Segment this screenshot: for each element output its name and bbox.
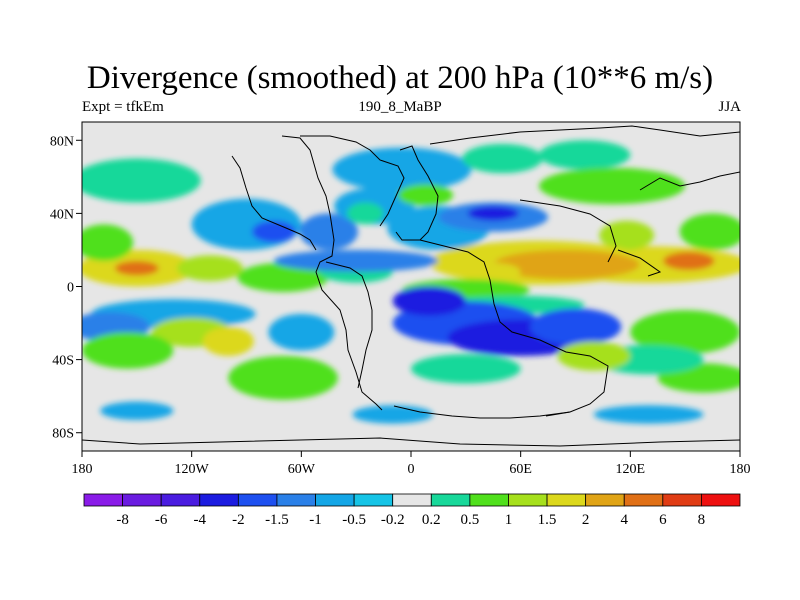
divergence-blob-48 (593, 405, 704, 424)
divergence-blob-11 (493, 249, 640, 280)
colorbar-level-label: 4 (620, 512, 628, 528)
divergence-blob-39 (268, 313, 335, 351)
x-tick-label: 120W (175, 462, 210, 477)
colorbar-swatch (160, 493, 201, 507)
colorbar-labels: -8 -6 -4 -2 -1.5 -1 -0.5 -0.2 0.2 0.5 1 1.5 2 4 6 8 (116, 512, 705, 528)
colorbar-level-label: -8 (116, 512, 129, 528)
experiment-label: Expt = tfkEm (82, 99, 164, 115)
colorbar-level-label: -2 (232, 512, 245, 528)
divergence-blob-25 (462, 143, 543, 174)
colorbar-swatch (199, 493, 239, 507)
colorbar-level-label: -0.2 (381, 512, 405, 528)
map-area (81, 121, 741, 452)
colorbar-swatch (430, 493, 471, 507)
colorbar-swatch (546, 493, 587, 507)
divergence-blob-33 (529, 308, 622, 345)
x-tick-label: 60W (288, 462, 316, 477)
divergence-blob-24 (398, 184, 454, 207)
colorbar-level-label: 0.5 (461, 512, 480, 528)
divergence-blob-1 (663, 251, 715, 271)
coastline-africa-europe (395, 145, 609, 417)
x-tick-label: 180 (72, 462, 93, 477)
divergence-blob-8 (237, 262, 329, 292)
divergence-blob-7 (82, 224, 134, 261)
colorbar-swatch (353, 493, 394, 507)
divergence-blob-5 (114, 260, 159, 276)
run-label: 190_8_MaBP (358, 99, 442, 115)
colorbar-level-label: 1.5 (538, 512, 557, 528)
divergence-blob-3 (679, 213, 740, 250)
divergence-blob-12 (465, 262, 521, 282)
x-tick-label: 180 (730, 462, 751, 477)
colorbar-swatch (315, 493, 355, 507)
divergence-blob-45 (411, 354, 521, 384)
x-tick-label: 0 (408, 462, 415, 477)
land-outlines (82, 125, 740, 447)
colorbar-level-label: 8 (698, 512, 706, 528)
divergence-blob-29 (273, 249, 439, 272)
divergence-blob-38 (82, 332, 174, 369)
colorbar-swatch (83, 493, 123, 507)
coastline-north-america (231, 135, 405, 251)
coastline-americas (281, 135, 383, 411)
y-tick-label: 40S (52, 354, 74, 369)
colorbar-level-label: 0.2 (422, 512, 441, 528)
divergence-blob-19 (347, 202, 384, 225)
divergence-fields (82, 140, 740, 424)
colorbar-level-label: -4 (194, 512, 207, 528)
y-tick-label: 40N (50, 207, 74, 222)
divergence-blob-2 (599, 220, 655, 250)
colorbar-level-label: -1.5 (265, 512, 289, 528)
colorbar (83, 493, 741, 507)
divergence-blob-26 (538, 140, 631, 170)
colorbar-swatch (662, 493, 702, 507)
season-label: JJA (718, 99, 741, 115)
divergence-blob-40 (228, 355, 338, 400)
colorbar-swatch (508, 493, 548, 507)
y-tick-label: 80N (50, 134, 74, 149)
colorbar-swatch (392, 493, 432, 507)
y-tick-label: 0 (67, 281, 74, 296)
divergence-blob-37 (202, 326, 254, 356)
divergence-blob-32 (392, 286, 466, 316)
divergence-blob-22 (467, 206, 519, 221)
divergence-blob-16 (251, 220, 296, 243)
divergence-blob-47 (352, 405, 433, 424)
divergence-blob-17 (299, 213, 358, 250)
colorbar-swatch (276, 493, 316, 507)
colorbar-level-label: 1 (505, 512, 513, 528)
divergence-blob-23 (332, 147, 472, 192)
colorbar-level-label: -1 (309, 512, 322, 528)
coastline-antarctica (82, 405, 740, 447)
colorbar-level-label: 6 (659, 512, 667, 528)
colorbar-swatch (237, 493, 278, 507)
colorbar-swatch (122, 493, 162, 507)
divergence-blob-44 (557, 341, 631, 371)
coastline-south-america-east (325, 261, 373, 389)
x-axis: 180 120W 60W 0 60E 120E 180 (72, 451, 751, 477)
divergence-blob-46 (100, 401, 174, 420)
colorbar-swatch (585, 493, 625, 507)
colorbar-level-label: 2 (582, 512, 590, 528)
colorbar-swatch (469, 493, 509, 507)
divergence-blob-41 (630, 310, 740, 355)
colorbar-level-label: -0.5 (342, 512, 366, 528)
colorbar-level-label: -6 (155, 512, 168, 528)
chart-title: Divergence (smoothed) at 200 hPa (10**6 … (86, 60, 714, 96)
colorbar-swatch (701, 493, 741, 507)
coastline-asia (429, 125, 740, 277)
divergence-blob-6 (177, 255, 243, 282)
y-tick-label: 80S (52, 427, 74, 442)
colorbar-swatch (623, 493, 664, 507)
x-tick-label: 60E (509, 462, 532, 477)
divergence-blob-27 (538, 167, 686, 205)
divergence-blob-28 (82, 158, 201, 203)
x-tick-label: 120E (616, 462, 646, 477)
y-axis: 80N 40N 0 40S 80S (50, 134, 82, 442)
